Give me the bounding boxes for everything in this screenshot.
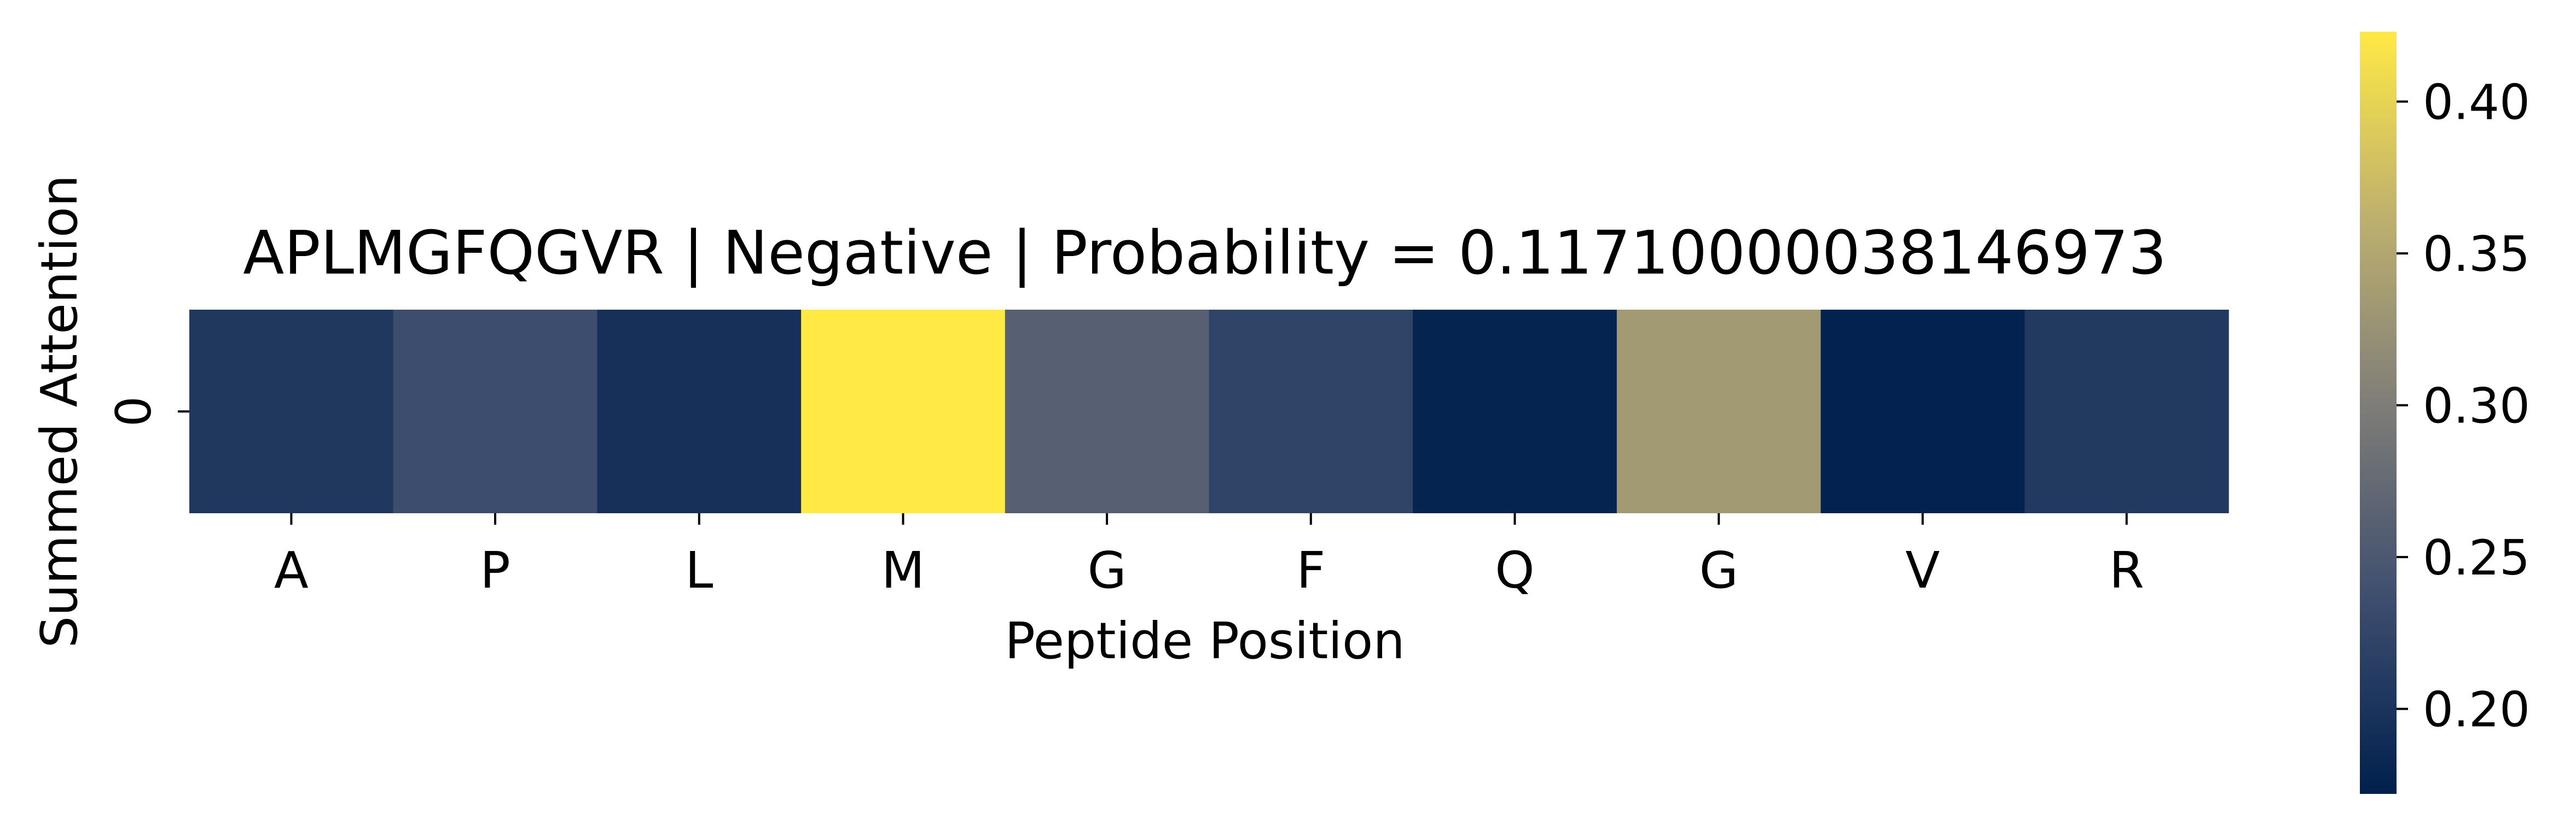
heatmap-cell xyxy=(393,310,597,513)
x-tick-label: A xyxy=(274,541,309,600)
heatmap-cell xyxy=(1616,310,1821,513)
heatmap-cells xyxy=(189,310,2229,513)
x-tick-label: P xyxy=(480,541,510,600)
x-axis-label: Peptide Position xyxy=(1005,612,1405,670)
heatmap-cell xyxy=(1820,310,2025,513)
x-tick-label: L xyxy=(685,541,713,600)
heatmap-cell xyxy=(597,310,802,513)
heatmap-cell xyxy=(2024,310,2229,513)
heatmap-cell xyxy=(1413,310,1617,513)
chart-title: APLMGFQGVR | Negative | Probability = 0.… xyxy=(243,218,2167,288)
x-tick-label: Q xyxy=(1495,541,1534,600)
colorbar-tick-label: 0.30 xyxy=(2423,378,2530,434)
y-axis-label: Summed Attention xyxy=(30,175,89,648)
colorbar-tick-label: 0.25 xyxy=(2423,530,2530,586)
x-tick-label: G xyxy=(1087,541,1126,600)
heatmap-cell xyxy=(1005,310,1210,513)
x-tick-label: V xyxy=(1905,541,1940,600)
x-tick-label: G xyxy=(1699,541,1738,600)
colorbar-ticks: 0.20 0.25 0.30 0.35 0.40 xyxy=(2397,74,2530,738)
heatmap-cell xyxy=(189,310,394,513)
heatmap-cell xyxy=(1209,310,1413,513)
colorbar-tick-label: 0.40 xyxy=(2423,74,2530,131)
colorbar-tick-label: 0.20 xyxy=(2423,682,2530,738)
x-tick-label: R xyxy=(2109,541,2144,600)
heatmap-cell xyxy=(801,310,1006,513)
x-tick-label: F xyxy=(1296,541,1325,600)
x-tick-marks xyxy=(290,513,2128,525)
x-tick-label: M xyxy=(881,541,925,600)
y-tick-label: 0 xyxy=(106,396,162,427)
colorbar xyxy=(2360,32,2397,794)
colorbar-tick-label: 0.35 xyxy=(2423,226,2530,282)
